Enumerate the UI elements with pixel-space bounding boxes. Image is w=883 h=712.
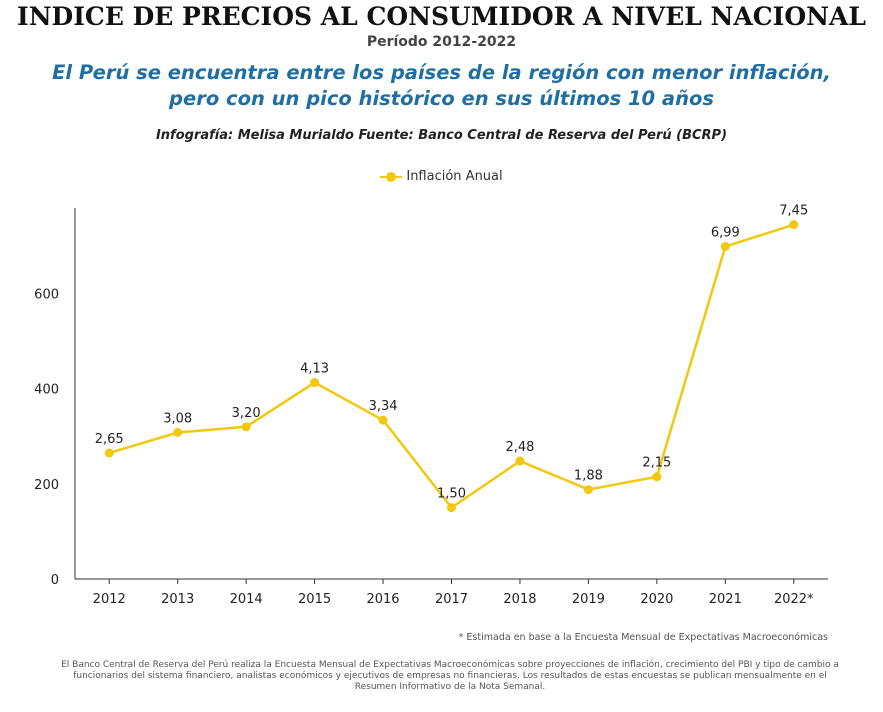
series-group bbox=[104, 220, 799, 513]
y-tick-label: 600 bbox=[34, 288, 59, 303]
chart-credit: Infografía: Melisa Murialdo Fuente: Banc… bbox=[155, 128, 728, 143]
data-label: 7,45 bbox=[779, 204, 808, 219]
x-tick-label: 2016 bbox=[366, 592, 399, 607]
chart-headline: El Perú se encuentra entre los países de… bbox=[52, 61, 831, 110]
data-label: 1,50 bbox=[437, 487, 466, 502]
x-tick-label: 2021 bbox=[709, 592, 742, 607]
data-point bbox=[652, 472, 662, 482]
data-label: 2,65 bbox=[95, 432, 124, 447]
data-label: 6,99 bbox=[711, 226, 740, 241]
chart-legend: Inflación Anual bbox=[0, 169, 883, 184]
data-label: 3,20 bbox=[232, 406, 261, 421]
y-tick-label: 200 bbox=[34, 478, 59, 493]
data-point bbox=[378, 415, 388, 425]
data-point bbox=[789, 220, 799, 230]
data-point bbox=[310, 378, 320, 388]
x-tick-label: 2019 bbox=[572, 592, 605, 607]
data-point bbox=[583, 485, 593, 495]
x-tick-label: 2022* bbox=[774, 592, 814, 607]
bottom-note: El Banco Central de Reserva del Perú rea… bbox=[61, 660, 839, 692]
data-label: 4,13 bbox=[300, 362, 329, 377]
data-label: 2,15 bbox=[642, 456, 671, 471]
x-tick-label: 2020 bbox=[640, 592, 673, 607]
data-point bbox=[720, 242, 730, 252]
chart-title: INDICE DE PRECIOS AL CONSUMIDOR A NIVEL … bbox=[17, 2, 866, 31]
data-labels: 2,65 3,08 3,20 4,13 3,34 1,50 2,48 1,88 2,15 6,99… bbox=[95, 204, 808, 502]
data-point bbox=[173, 428, 183, 438]
data-label: 2,48 bbox=[505, 440, 534, 455]
data-point bbox=[241, 422, 251, 432]
data-point bbox=[515, 456, 525, 466]
legend-marker-icon bbox=[380, 171, 403, 182]
x-axis-ticks: 2012 2013 2014 2015 2016 2017 2018 2019 2020 2021… bbox=[93, 579, 814, 607]
x-tick-label: 2014 bbox=[230, 592, 263, 607]
x-tick-label: 2015 bbox=[298, 592, 331, 607]
x-tick-label: 2018 bbox=[503, 592, 536, 607]
data-point bbox=[104, 448, 114, 458]
x-tick-label: 2013 bbox=[161, 592, 194, 607]
data-label: 3,08 bbox=[163, 412, 192, 427]
data-point bbox=[447, 503, 456, 513]
data-label: 3,34 bbox=[369, 399, 398, 414]
y-tick-label: 0 bbox=[51, 573, 59, 588]
y-axis-ticks: 0 200 400 600 bbox=[34, 288, 59, 588]
data-label: 1,88 bbox=[574, 469, 603, 484]
chart-period: Período 2012-2022 bbox=[366, 34, 517, 50]
series-line bbox=[108, 223, 795, 509]
chart-axes bbox=[74, 208, 828, 580]
legend-label: Inflación Anual bbox=[406, 169, 503, 184]
x-tick-label: 2012 bbox=[93, 592, 126, 607]
x-tick-label: 2017 bbox=[435, 592, 468, 607]
footnote: * Estimada en base a la Encuesta Mensual… bbox=[458, 632, 828, 643]
y-tick-label: 400 bbox=[34, 383, 59, 398]
